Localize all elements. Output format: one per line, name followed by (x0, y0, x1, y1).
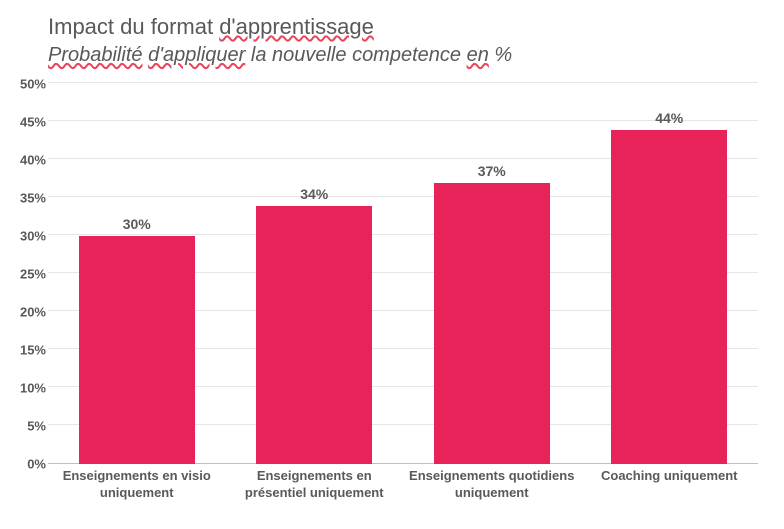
title-underlined: d'apprentissage (219, 14, 374, 39)
x-axis-label: Coaching uniquement (581, 468, 759, 501)
chart-subtitle: Probabilité d'appliquer la nouvelle comp… (48, 42, 768, 68)
y-tick-label: 20% (6, 305, 46, 320)
x-axis-labels: Enseignements en visio uniquementEnseign… (48, 468, 758, 501)
bar: 34% (256, 206, 372, 464)
bars-group: 30% 34% 37% 44% (48, 84, 758, 464)
y-tick-label: 5% (6, 419, 46, 434)
bar-slot: 30% (48, 84, 226, 464)
bar: 30% (79, 236, 195, 464)
x-axis-label: Enseignements en présentiel uniquement (226, 468, 404, 501)
bar-value-label: 34% (300, 186, 328, 202)
bar-slot: 44% (581, 84, 759, 464)
x-axis-label: Enseignements en visio uniquement (48, 468, 226, 501)
plot-area: 0%5%10%15%20%25%30%35%40%45%50% 30%34%37… (48, 84, 768, 514)
subtitle-part: Probabilité (48, 44, 143, 66)
bar-value-label: 37% (478, 163, 506, 179)
y-tick-label: 10% (6, 381, 46, 396)
bar-value-label: 44% (655, 110, 683, 126)
gridline (48, 82, 758, 83)
subtitle-part: d'appliquer (148, 44, 245, 66)
subtitle-part: en (467, 44, 489, 66)
y-tick-label: 35% (6, 191, 46, 206)
bar: 44% (611, 130, 727, 464)
subtitle-part: competence (352, 44, 461, 66)
bar-value-label: 30% (123, 216, 151, 232)
y-tick-label: 45% (6, 115, 46, 130)
y-axis: 0%5%10%15%20%25%30%35%40%45%50% (6, 84, 46, 464)
y-tick-label: 15% (6, 343, 46, 358)
subtitle-part: la nouvelle (245, 44, 352, 66)
bar-chart: Impact du format d'apprentissage Probabi… (48, 14, 768, 514)
y-tick-label: 50% (6, 77, 46, 92)
y-tick-label: 40% (6, 153, 46, 168)
chart-title: Impact du format d'apprentissage (48, 14, 768, 40)
title-text: Impact du format (48, 14, 219, 39)
bar-slot: 37% (403, 84, 581, 464)
subtitle-part: % (489, 44, 512, 66)
x-axis-label: Enseignements quotidiens uniquement (403, 468, 581, 501)
bar: 37% (434, 183, 550, 464)
bar-slot: 34% (226, 84, 404, 464)
y-tick-label: 0% (6, 457, 46, 472)
y-tick-label: 30% (6, 229, 46, 244)
y-tick-label: 25% (6, 267, 46, 282)
